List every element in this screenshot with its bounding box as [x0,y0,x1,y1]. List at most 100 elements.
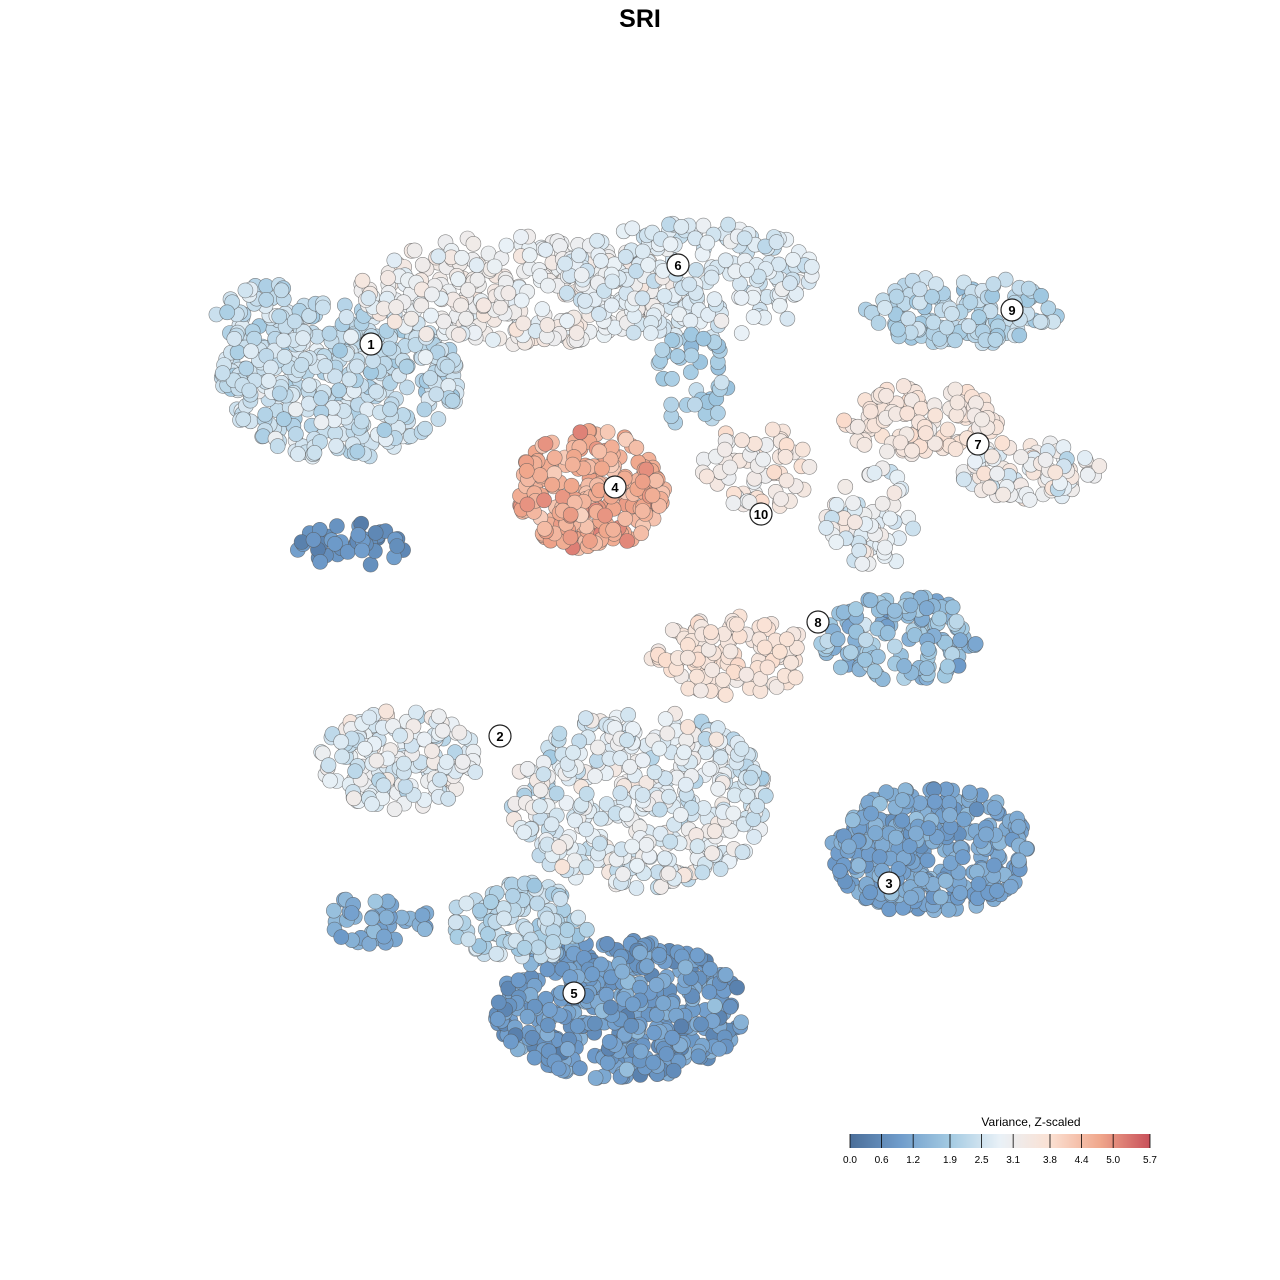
data-point [543,816,560,833]
data-point [343,328,359,345]
data-point [460,931,477,948]
data-point [886,485,903,501]
data-point [1047,464,1064,481]
data-point [956,471,972,488]
data-point [618,431,634,448]
data-point [828,534,845,550]
data-point [625,324,642,341]
data-point [591,306,607,322]
data-point [367,525,384,541]
data-point [1091,458,1108,474]
data-point [349,358,365,375]
data-point [594,460,610,477]
data-point [857,632,874,648]
data-point [617,510,634,527]
data-point [628,439,645,456]
data-point [587,1070,604,1086]
cluster-label-3: 3 [877,871,901,895]
data-point [619,1061,635,1078]
data-point [962,294,979,310]
data-point [874,495,891,512]
data-point [708,731,725,748]
data-point [749,798,766,814]
data-point [562,506,579,523]
data-point [712,861,729,877]
data-point [944,305,960,322]
data-point [978,826,994,843]
cluster-label-4: 4 [603,475,627,499]
data-point [519,760,536,777]
data-point [241,382,258,399]
data-point [577,710,594,727]
data-point [586,1015,603,1032]
data-point [275,332,292,349]
data-point [717,966,734,983]
data-point [353,413,370,430]
data-point [434,722,451,739]
data-point [682,313,699,329]
data-point [536,492,552,509]
data-point [375,777,392,794]
data-point [912,795,928,811]
data-point [638,836,655,853]
data-point [214,365,231,381]
data-point [715,672,731,688]
data-point [447,914,464,931]
data-point [756,639,773,656]
data-point [531,798,548,815]
cluster-label-badge [603,475,627,499]
data-point [563,477,580,494]
data-point [601,1034,618,1050]
cluster-label-badge [806,610,830,634]
data-point [698,468,715,485]
data-point [995,486,1012,503]
data-point [238,360,255,377]
data-point [432,771,448,788]
data-point [657,711,674,727]
data-point [683,347,700,364]
data-point [677,959,694,976]
data-point [260,372,277,389]
data-point [947,381,964,398]
data-point [301,377,318,394]
legend-tick-label: 1.9 [943,1155,957,1166]
data-point [382,401,398,418]
data-point [932,889,949,906]
data-point [532,782,549,799]
data-point [599,935,615,952]
data-point [746,829,762,845]
data-point [863,805,879,822]
data-point [237,282,254,299]
data-point [475,297,492,314]
data-point [519,1008,536,1025]
data-point [677,776,694,793]
data-point [226,330,243,347]
data-point [548,785,565,802]
data-point [483,894,499,910]
data-point [399,379,415,396]
data-point [734,844,751,861]
data-point [736,230,753,247]
legend-tick-label: 4.4 [1075,1155,1089,1166]
data-point [257,406,274,423]
data-point [258,291,275,308]
cluster-label-badge [488,724,512,748]
data-point [624,838,641,855]
data-point [1011,852,1027,869]
cluster-label-9: 9 [1000,298,1024,322]
data-point [818,519,835,536]
data-point [644,487,661,504]
data-point [706,291,723,308]
data-point [537,436,554,452]
data-point [530,939,547,956]
data-point [878,387,894,404]
data-point [591,835,608,852]
data-point [940,902,957,918]
data-point [768,234,785,250]
data-point [418,326,435,342]
data-point [1077,450,1093,466]
data-point [648,977,665,993]
data-point [496,910,512,927]
data-point [870,648,886,665]
data-point [365,353,381,369]
